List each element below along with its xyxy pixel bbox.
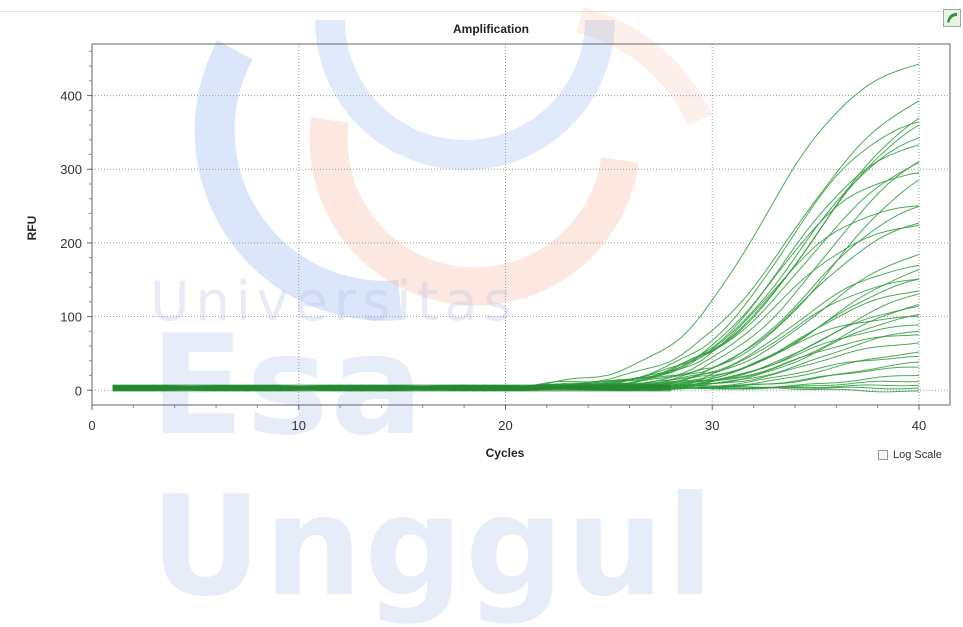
top-divider <box>0 11 963 12</box>
amplification-curve <box>112 117 920 392</box>
x-tick-label: 0 <box>88 418 95 433</box>
x-tick-label: 20 <box>498 418 512 433</box>
plot-frame <box>91 43 951 406</box>
amplification-curve <box>112 205 920 391</box>
x-tick-label: 10 <box>292 418 306 433</box>
amplification-curve <box>112 315 920 392</box>
amplification-curve <box>112 342 920 392</box>
amplification-curve <box>112 253 920 392</box>
amplification-curve <box>112 121 920 392</box>
y-tick-label: 300 <box>60 162 82 177</box>
y-tick-label: 100 <box>60 310 82 325</box>
x-tick-label: 40 <box>912 418 926 433</box>
chart-options-icon[interactable] <box>943 9 961 27</box>
y-tick-label: 200 <box>60 236 82 251</box>
log-scale-toggle[interactable]: Log Scale <box>878 449 942 461</box>
amplification-curves <box>112 63 920 393</box>
amplification-curve <box>112 161 920 391</box>
amplification-curve <box>112 124 920 392</box>
y-axis-label: RFU <box>25 216 39 241</box>
amplification-curve <box>112 303 920 392</box>
x-tick-label: 30 <box>705 418 719 433</box>
amplification-curve <box>112 278 920 392</box>
amplification-curve <box>112 278 920 392</box>
x-axis-label: Cycles <box>486 446 525 460</box>
amplification-chart: Amplification RFU Cycles 0 10 20 30 40010020… <box>25 22 951 460</box>
amplification-curve <box>112 205 920 392</box>
chart-title: Amplification <box>453 22 529 36</box>
amplification-curve <box>112 161 920 392</box>
y-tick-label: 0 <box>75 383 82 398</box>
amplification-curve <box>112 269 920 392</box>
watermark-text-small: Universitas <box>150 270 518 333</box>
amplification-curve <box>112 100 920 392</box>
amplification-curve <box>112 305 920 392</box>
log-scale-checkbox[interactable] <box>878 450 888 460</box>
log-scale-label: Log Scale <box>893 449 942 461</box>
y-tick-label: 400 <box>60 89 82 104</box>
